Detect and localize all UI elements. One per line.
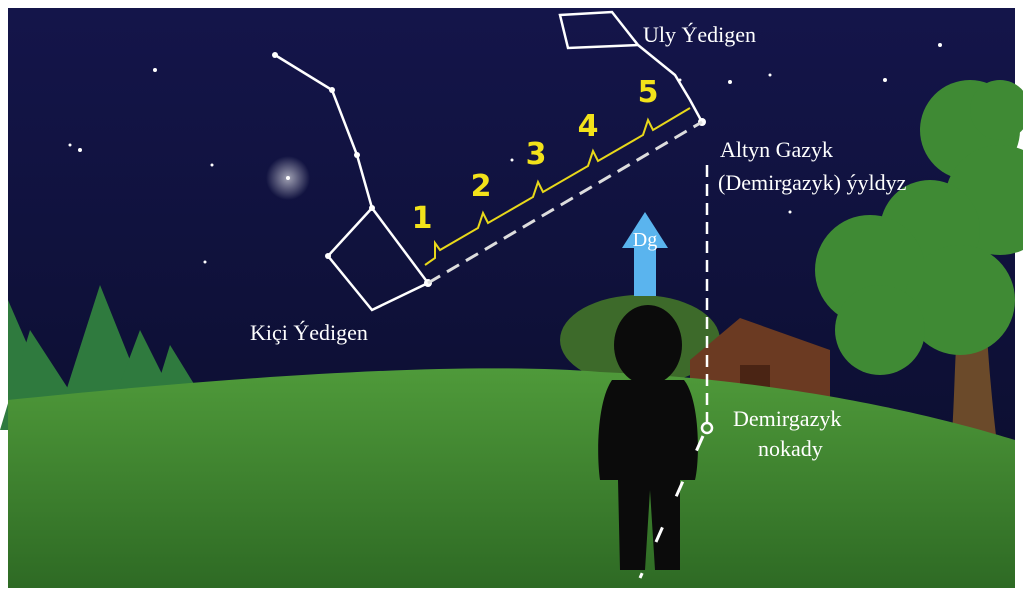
step-numbers: 1 234 5	[412, 75, 659, 236]
step-number: 5	[638, 75, 659, 110]
north-point	[700, 421, 714, 435]
arrow-label: Dg	[633, 229, 657, 251]
step-number: 1	[412, 201, 433, 236]
hill	[8, 368, 1015, 588]
north-arrow	[622, 212, 668, 296]
boy-silhouette	[598, 305, 698, 570]
cabin	[690, 318, 830, 400]
step-number: 3	[526, 137, 547, 172]
step-brackets	[424, 107, 691, 266]
label: (Demirgazyk) ýyldyz	[718, 170, 907, 195]
little-dipper	[274, 53, 430, 312]
label: Uly Ýedigen	[643, 22, 756, 47]
label: Demirgazyk	[733, 406, 841, 431]
stars	[68, 43, 942, 264]
label: Altyn Gazyk	[720, 137, 833, 162]
pointer-line	[427, 120, 703, 285]
step-number: 2	[471, 169, 492, 204]
big-dipper	[558, 10, 704, 123]
step-number: 4	[578, 109, 599, 144]
label: nokady	[758, 436, 823, 461]
label: Kiçi Ýedigen	[250, 320, 368, 345]
